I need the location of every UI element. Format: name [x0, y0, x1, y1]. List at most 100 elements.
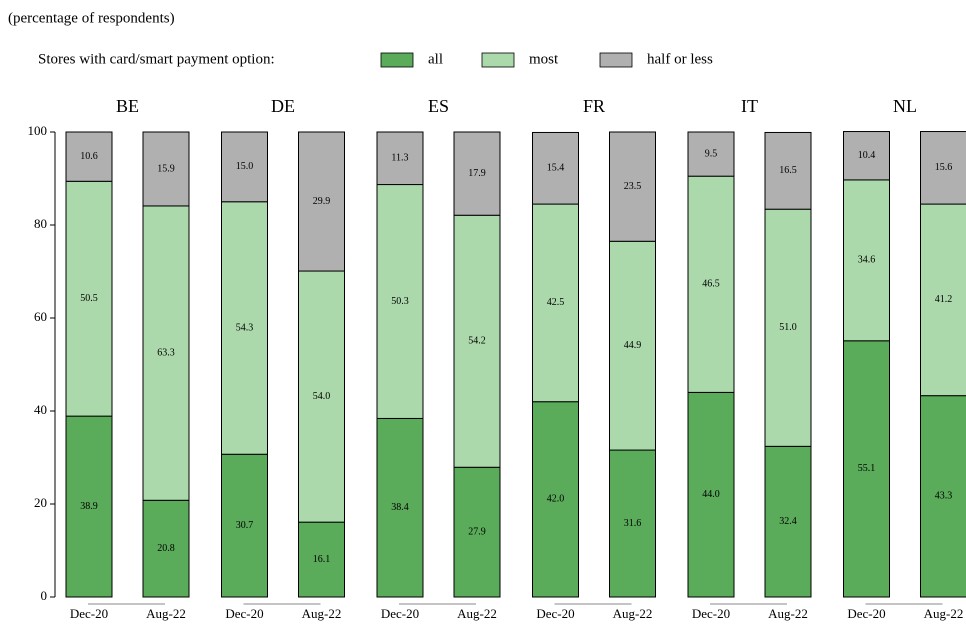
value-label: 54.2: [468, 336, 486, 347]
bar-segment: [65, 180, 113, 417]
bar-segment: [532, 203, 579, 403]
y-tick-label: 60: [34, 309, 47, 324]
value-label: 17.9: [468, 168, 486, 179]
bar-segment: [764, 131, 812, 210]
value-label: 15.6: [935, 162, 953, 173]
x-tick-label: Dec-20: [536, 606, 574, 621]
value-label: 63.3: [157, 347, 175, 358]
value-label: 9.5: [705, 148, 718, 159]
x-tick-label: Aug-22: [613, 606, 653, 621]
value-label: 54.0: [313, 391, 331, 402]
value-label: 16.5: [779, 165, 797, 176]
group-title: DE: [271, 96, 295, 116]
bar-segment: [609, 131, 656, 242]
bar-segment: [687, 391, 735, 598]
bar-segment: [221, 453, 268, 598]
value-label: 38.9: [80, 501, 98, 512]
value-label: 54.3: [236, 322, 254, 333]
value-label: 23.5: [624, 181, 642, 192]
legend-swatch: [599, 52, 633, 68]
bar-segment: [920, 203, 966, 397]
x-tick-label: Dec-20: [381, 606, 419, 621]
y-tick-label: 40: [34, 402, 47, 417]
bar-segment: [376, 417, 424, 598]
value-label: 44.0: [702, 489, 720, 500]
x-tick-label: Dec-20: [692, 606, 730, 621]
bar-segment: [453, 131, 501, 216]
value-label: 46.5: [702, 279, 720, 290]
value-label: 11.3: [391, 153, 408, 164]
value-label: 42.0: [547, 494, 565, 505]
value-label: 41.2: [935, 294, 953, 305]
value-label: 50.5: [80, 293, 98, 304]
bar-segment: [298, 521, 345, 598]
bar-segment: [221, 131, 268, 203]
group-title: FR: [583, 96, 605, 116]
x-tick-label: Dec-20: [70, 606, 108, 621]
x-tick-label: Dec-20: [225, 606, 263, 621]
bar-segment: [843, 131, 890, 181]
bar-segment: [764, 208, 812, 447]
x-tick-label: Aug-22: [302, 606, 342, 621]
y-tick-label: 20: [34, 495, 47, 510]
legend-label: half or less: [647, 51, 713, 67]
value-label: 16.1: [313, 554, 331, 565]
legend-swatch: [481, 52, 515, 68]
bar-segment: [298, 131, 345, 272]
bar-segment: [532, 131, 579, 205]
bar-segment: [843, 340, 890, 598]
bar-segment: [687, 131, 735, 177]
x-tick-label: Dec-20: [847, 606, 885, 621]
group-title: BE: [116, 96, 139, 116]
bar-segment: [609, 240, 656, 451]
bar-segment: [920, 395, 966, 598]
value-label: 31.6: [624, 518, 642, 529]
bar-segment: [65, 415, 113, 598]
bar-segment: [920, 131, 966, 205]
value-label: 10.6: [80, 151, 98, 162]
value-label: 10.4: [858, 150, 876, 161]
value-label: 51.0: [779, 322, 797, 333]
bar-segment: [65, 131, 113, 182]
group-title: IT: [741, 96, 758, 116]
value-label: 55.1: [858, 463, 876, 474]
value-label: 34.6: [858, 255, 876, 266]
value-label: 32.4: [779, 516, 797, 527]
bar-segment: [609, 449, 656, 598]
group-title: NL: [893, 96, 917, 116]
value-label: 50.3: [391, 296, 409, 307]
value-label: 15.0: [236, 161, 254, 172]
bar-segment: [142, 131, 190, 207]
value-label: 44.9: [624, 340, 642, 351]
bar-segment: [142, 499, 190, 598]
value-label: 43.3: [935, 491, 953, 502]
bar-segment: [376, 131, 424, 186]
bar-segment: [453, 466, 501, 598]
legend-label: most: [529, 51, 559, 67]
chart-subtitle: (percentage of respondents): [8, 10, 175, 26]
legend-title: Stores with card/smart payment option:: [38, 51, 275, 67]
group-title: ES: [428, 96, 449, 116]
value-label: 27.9: [468, 526, 486, 537]
legend-swatch: [380, 52, 414, 68]
x-tick-label: Aug-22: [457, 606, 497, 621]
x-tick-label: Aug-22: [924, 606, 964, 621]
bar-segment: [687, 175, 735, 393]
x-tick-label: Aug-22: [768, 606, 808, 621]
legend-label: all: [428, 51, 443, 67]
x-tick-label: Aug-22: [146, 606, 186, 621]
y-tick-label: 0: [41, 588, 48, 603]
value-label: 30.7: [236, 520, 254, 531]
bar-segment: [453, 214, 501, 468]
y-tick-label: 100: [28, 123, 48, 138]
y-tick-label: 80: [34, 216, 47, 231]
value-label: 15.9: [157, 163, 175, 174]
bar-segment: [376, 184, 424, 419]
bar-segment: [843, 179, 890, 342]
value-label: 29.9: [313, 196, 331, 207]
value-label: 15.4: [547, 163, 565, 174]
bar-segment: [221, 201, 268, 455]
value-label: 20.8: [157, 543, 175, 554]
bar-segment: [142, 205, 190, 501]
